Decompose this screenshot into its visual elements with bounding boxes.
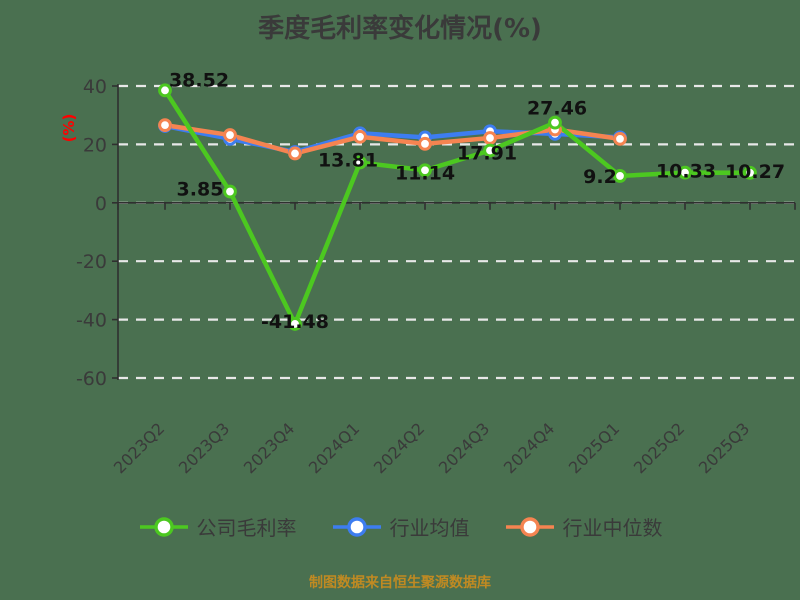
footer-note: 制图数据来自恒生聚源数据库 [309,575,491,591]
svg-text:13.81: 13.81 [318,149,378,171]
legend-label: 行业均值 [389,516,470,540]
legend-item-2[interactable]: 行业中位数 [504,512,663,541]
svg-text:2023Q4: 2023Q4 [240,419,298,477]
svg-text:-41.48: -41.48 [261,311,329,333]
legend-label: 行业中位数 [562,516,663,540]
axes [117,84,795,380]
svg-text:38.52: 38.52 [169,69,229,91]
chart-title: 季度毛利率变化情况(%) [258,14,542,44]
legend-item-0[interactable]: 公司毛利率 [138,512,297,541]
x-axis-ticks: 2023Q2 2023Q3 2023Q4 2024Q1 2024Q2 2024Q3 2024… [110,202,796,477]
svg-text:17.91: 17.91 [457,143,517,165]
chart-legend: 公司毛利率 行业均值 行业中位数 [0,512,800,541]
svg-text:-40: -40 [76,310,107,332]
svg-text:11.14: 11.14 [395,162,455,184]
svg-text:-60: -60 [76,368,107,390]
svg-text:3.85: 3.85 [177,179,224,201]
svg-text:10.33: 10.33 [656,161,716,183]
y-axis-ticks: 40 20 0 -20 -40 -60 [76,76,118,390]
series-lines [162,88,753,327]
svg-text:27.46: 27.46 [527,98,587,120]
svg-text:0: 0 [95,193,107,215]
svg-text:2023Q2: 2023Q2 [110,419,168,477]
svg-text:2024Q1: 2024Q1 [305,419,363,477]
svg-text:2025Q3: 2025Q3 [695,419,753,477]
svg-text:40: 40 [83,76,107,98]
svg-text:2023Q3: 2023Q3 [175,419,233,477]
legend-item-1[interactable]: 行业均值 [331,512,470,541]
legend-swatch-icon [139,516,188,537]
y-axis-unit-label: (%) [60,114,78,143]
svg-text:2025Q2: 2025Q2 [630,419,688,477]
series-markers [158,83,757,331]
svg-text:2024Q4: 2024Q4 [500,419,558,477]
svg-text:(%): (%) [60,114,78,143]
legend-swatch-icon [505,516,554,537]
svg-text:2024Q2: 2024Q2 [370,419,428,477]
legend-label: 公司毛利率 [196,516,297,540]
svg-text:2025Q1: 2025Q1 [565,419,623,477]
legend-swatch-icon [332,516,381,537]
svg-text:9.2: 9.2 [583,166,617,188]
svg-text:-20: -20 [76,251,107,273]
svg-text:20: 20 [83,134,107,156]
svg-text:10.27: 10.27 [725,161,785,183]
grid-lines [118,84,795,380]
svg-text:2024Q3: 2024Q3 [435,419,493,477]
